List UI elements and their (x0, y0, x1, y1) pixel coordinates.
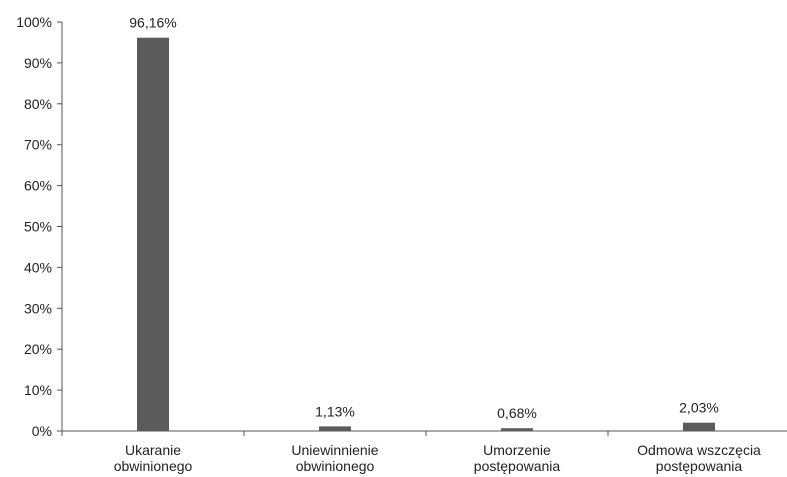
category-label-line: Umorzenie (483, 442, 551, 458)
y-axis: 0% 10% 20% 30% 40% 50% 60% 70% 80% 90% 100% (16, 14, 63, 439)
category-label-line: Odmowa wszczęcia (637, 442, 761, 458)
category-label: Uniewinnienie obwinionego (291, 442, 378, 474)
category-label-line: postępowania (656, 458, 743, 474)
category-label: Umorzenie postępowania (474, 442, 561, 474)
data-label: 96,16% (129, 15, 176, 31)
y-tick-label: 50% (24, 219, 52, 235)
category-label-line: obwinionego (296, 458, 375, 474)
y-tick-label: 20% (24, 341, 52, 357)
y-tick-label: 30% (24, 300, 52, 316)
y-tick-label: 10% (24, 382, 52, 398)
y-tick-label: 80% (24, 96, 52, 112)
y-tick-label: 70% (24, 137, 52, 153)
bar (501, 428, 533, 431)
data-label: 2,03% (679, 400, 719, 416)
data-label: 0,68% (497, 405, 537, 421)
category-label-line: obwinionego (114, 458, 193, 474)
category-label-line: postępowania (474, 458, 561, 474)
bars (137, 37, 715, 432)
category-label-line: Ukaranie (125, 442, 181, 458)
y-tick-label: 0% (32, 423, 52, 439)
bar (137, 37, 169, 432)
y-tick-label: 40% (24, 259, 52, 275)
bar (683, 422, 715, 431)
category-label-line: Uniewinnienie (291, 442, 378, 458)
category-label: Ukaranie obwinionego (114, 442, 193, 474)
data-label: 1,13% (315, 403, 355, 419)
y-tick-label: 90% (24, 55, 52, 71)
y-tick-label: 60% (24, 178, 52, 194)
y-tick-label: 100% (16, 14, 52, 30)
data-labels: 96,16% 1,13% 0,68% 2,03% (129, 15, 719, 422)
category-label: Odmowa wszczęcia postępowania (637, 442, 761, 474)
bar (319, 426, 351, 431)
